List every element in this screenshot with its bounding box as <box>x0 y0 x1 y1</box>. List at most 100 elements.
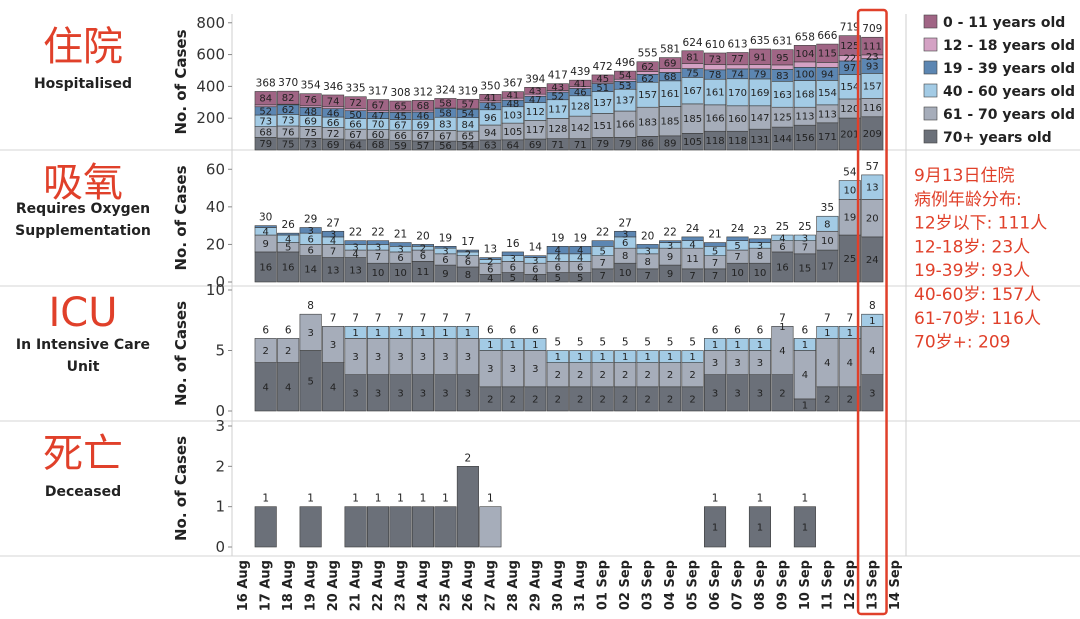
x-tick-label: 04 Sep <box>663 560 678 610</box>
segment-label: 4 <box>263 382 269 393</box>
x-tick-label: 27 Aug <box>483 560 498 611</box>
segment-label: 1 <box>442 328 448 339</box>
segment-label: 79 <box>754 69 767 80</box>
legend: 0 - 11 years old 12 - 18 years old 19 - 39… <box>923 14 1075 146</box>
segment-label: 3 <box>397 245 403 256</box>
segment-label: 3 <box>712 358 718 369</box>
total-label: 5 <box>644 337 651 349</box>
total-label: 1 <box>262 493 269 505</box>
segment-label: 47 <box>372 111 385 122</box>
segment-label: 144 <box>773 134 792 145</box>
segment-label: 3 <box>510 254 516 265</box>
total-label: 6 <box>262 324 269 336</box>
total-label: 6 <box>802 324 809 336</box>
segment-label: 57 <box>417 141 430 152</box>
x-tick-label: 08 Sep <box>753 560 768 610</box>
segment-label: 83 <box>439 119 452 130</box>
segment-label: 156 <box>795 133 814 144</box>
segment-label: 166 <box>705 114 724 125</box>
total-label: 5 <box>554 337 561 349</box>
y-axis-label: No. of Cases <box>172 165 190 270</box>
y-axis-label: No. of Cases <box>172 301 190 406</box>
segment-label: 47 <box>529 95 542 106</box>
bar-segment <box>411 506 435 548</box>
segment-label: 48 <box>506 99 519 110</box>
bar-segment <box>703 338 727 351</box>
total-label: 19 <box>439 232 452 244</box>
segment-label: 66 <box>327 118 340 129</box>
segment-label: 169 <box>750 88 769 99</box>
segment-label: 75 <box>304 128 317 139</box>
segment-label: 3 <box>352 352 358 363</box>
segment-label: 131 <box>750 135 769 146</box>
bar-segment <box>659 57 682 69</box>
segment-label: 4 <box>577 246 583 257</box>
segment-label: 1 <box>555 352 561 363</box>
legend-swatch <box>923 83 938 98</box>
segment-label: 4 <box>487 274 493 285</box>
segment-label: 4 <box>352 249 358 260</box>
panel-title-en: Requires Oxygen <box>16 201 150 217</box>
bar-segment <box>861 36 884 56</box>
segment-label: 6 <box>420 251 426 262</box>
segment-label: 22 <box>843 54 856 65</box>
bar-segment <box>726 338 749 351</box>
x-tick-label: 17 Aug <box>259 560 274 611</box>
bar-segment <box>322 94 345 108</box>
total-label: 394 <box>525 73 545 85</box>
total-label: 7 <box>420 312 427 324</box>
total-label: 367 <box>503 78 523 90</box>
segment-label: 3 <box>307 226 313 237</box>
segment-label: 1 <box>397 328 403 339</box>
segment-label: 9 <box>442 269 448 280</box>
segment-label: 6 <box>779 242 785 253</box>
segment-label: 75 <box>282 140 295 151</box>
segment-label: 2 <box>644 394 650 405</box>
total-label: 7 <box>779 312 786 324</box>
segment-label: 201 <box>840 130 859 141</box>
total-label: 581 <box>660 44 680 56</box>
segment-label: 3 <box>622 230 628 241</box>
x-tick-label: 20 Aug <box>326 560 341 611</box>
segment-label: 1 <box>757 340 763 351</box>
bar-segment <box>771 64 794 70</box>
segment-label: 112 <box>526 107 545 118</box>
segment-label: 9 <box>263 239 269 250</box>
segment-label: 3 <box>307 328 313 339</box>
x-tick-label: 25 Aug <box>438 560 453 611</box>
segment-label: 68 <box>417 101 430 112</box>
total-label: 658 <box>795 31 815 43</box>
segment-label: 79 <box>596 139 609 150</box>
bar-segment <box>816 215 839 232</box>
total-label: 1 <box>375 493 382 505</box>
segment-label: 5 <box>712 247 718 258</box>
x-tick-label: 12 Sep <box>843 560 858 610</box>
segment-label: 3 <box>375 243 381 254</box>
segment-label: 1 <box>375 328 381 339</box>
bar-segment <box>411 244 435 247</box>
segment-label: 71 <box>551 140 564 151</box>
segment-label: 2 <box>644 370 650 381</box>
segment-label: 5 <box>285 243 291 254</box>
total-label: 6 <box>734 324 741 336</box>
total-label: 1 <box>712 493 719 505</box>
bar-segment <box>389 242 412 247</box>
bar-segment <box>659 240 682 243</box>
segment-label: 6 <box>622 238 628 249</box>
segment-label: 7 <box>689 271 695 282</box>
segment-label: 84 <box>259 94 272 105</box>
segment-label: 1 <box>487 340 493 351</box>
segment-label: 73 <box>709 54 722 65</box>
segment-label: 1 <box>622 352 628 363</box>
total-label: 368 <box>256 77 276 89</box>
segment-label: 69 <box>529 140 542 151</box>
total-label: 354 <box>301 80 321 92</box>
segment-label: 4 <box>555 246 561 257</box>
segment-label: 3 <box>420 388 426 399</box>
bar-segment <box>411 325 435 339</box>
segment-label: 7 <box>712 271 718 282</box>
segment-label: 13 <box>349 265 362 276</box>
bar-segment <box>793 45 816 63</box>
